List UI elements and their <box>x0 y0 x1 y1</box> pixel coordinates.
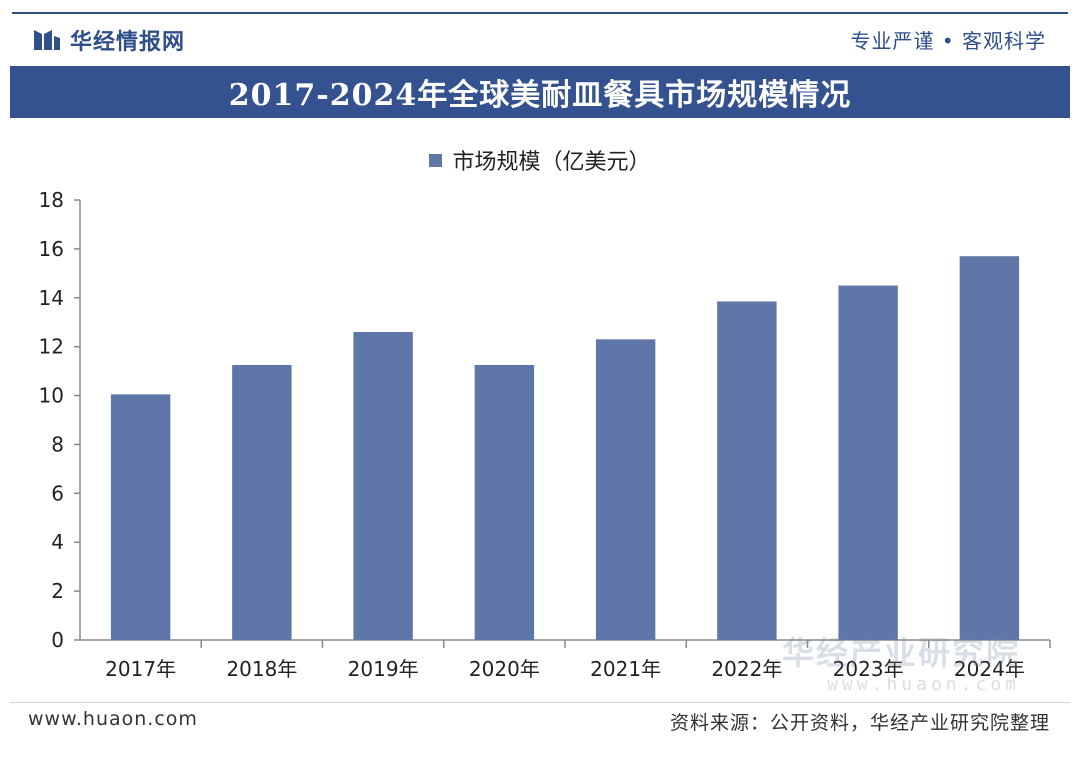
legend-label: 市场规模（亿美元） <box>452 150 651 175</box>
bar <box>110 394 171 640</box>
bar <box>474 365 535 640</box>
y-tick-label: 10 <box>39 384 64 408</box>
x-tick-label: 2021年 <box>590 657 661 681</box>
y-tick-label: 14 <box>39 286 64 310</box>
bar <box>232 365 292 640</box>
y-tick-label: 2 <box>51 579 64 603</box>
brand-logo-icon <box>34 30 60 50</box>
legend-swatch <box>429 153 443 167</box>
footer-site-link[interactable]: www.huaon.com <box>28 708 198 730</box>
legend: 市场规模（亿美元） <box>0 144 1080 176</box>
footer-source: 资料来源：公开资料，华经产业研究院整理 <box>669 712 1050 734</box>
brand-name: 华经情报网 <box>70 30 186 55</box>
x-tick-label: 2018年 <box>226 657 297 681</box>
bar <box>353 332 413 640</box>
footer-divider <box>10 702 1070 703</box>
bar <box>838 285 898 640</box>
x-tick-label: 2023年 <box>833 657 904 681</box>
x-tick-label: 2022年 <box>711 657 782 681</box>
y-tick-label: 6 <box>51 481 64 505</box>
bar <box>717 301 777 640</box>
y-tick-label: 18 <box>39 188 64 212</box>
top-divider <box>12 12 1068 14</box>
y-tick-label: 8 <box>51 432 64 456</box>
slogan: 专业严谨 • 客观科学 <box>850 29 1046 53</box>
bar <box>595 339 656 640</box>
y-tick-label: 12 <box>39 335 64 359</box>
y-tick-label: 0 <box>51 628 64 652</box>
bar-chart: 0 2 4 6 8 10 12 14 16 18 2017年 2018年 2019年 2020年 2021年… <box>39 188 1051 681</box>
x-tick-label: 2020年 <box>469 657 540 681</box>
chart-title: 2017-2024年全球美耐皿餐具市场规模情况 <box>228 78 852 113</box>
x-tick-label: 2017年 <box>105 657 176 681</box>
y-tick-label: 16 <box>39 237 64 261</box>
title-bar: 2017-2024年全球美耐皿餐具市场规模情况 <box>10 66 1070 118</box>
brand: 华经情报网 <box>34 24 185 56</box>
x-tick-label: 2019年 <box>348 657 419 681</box>
x-tick-label: 2024年 <box>954 657 1025 681</box>
y-tick-label: 4 <box>51 530 64 554</box>
bar <box>959 256 1020 640</box>
